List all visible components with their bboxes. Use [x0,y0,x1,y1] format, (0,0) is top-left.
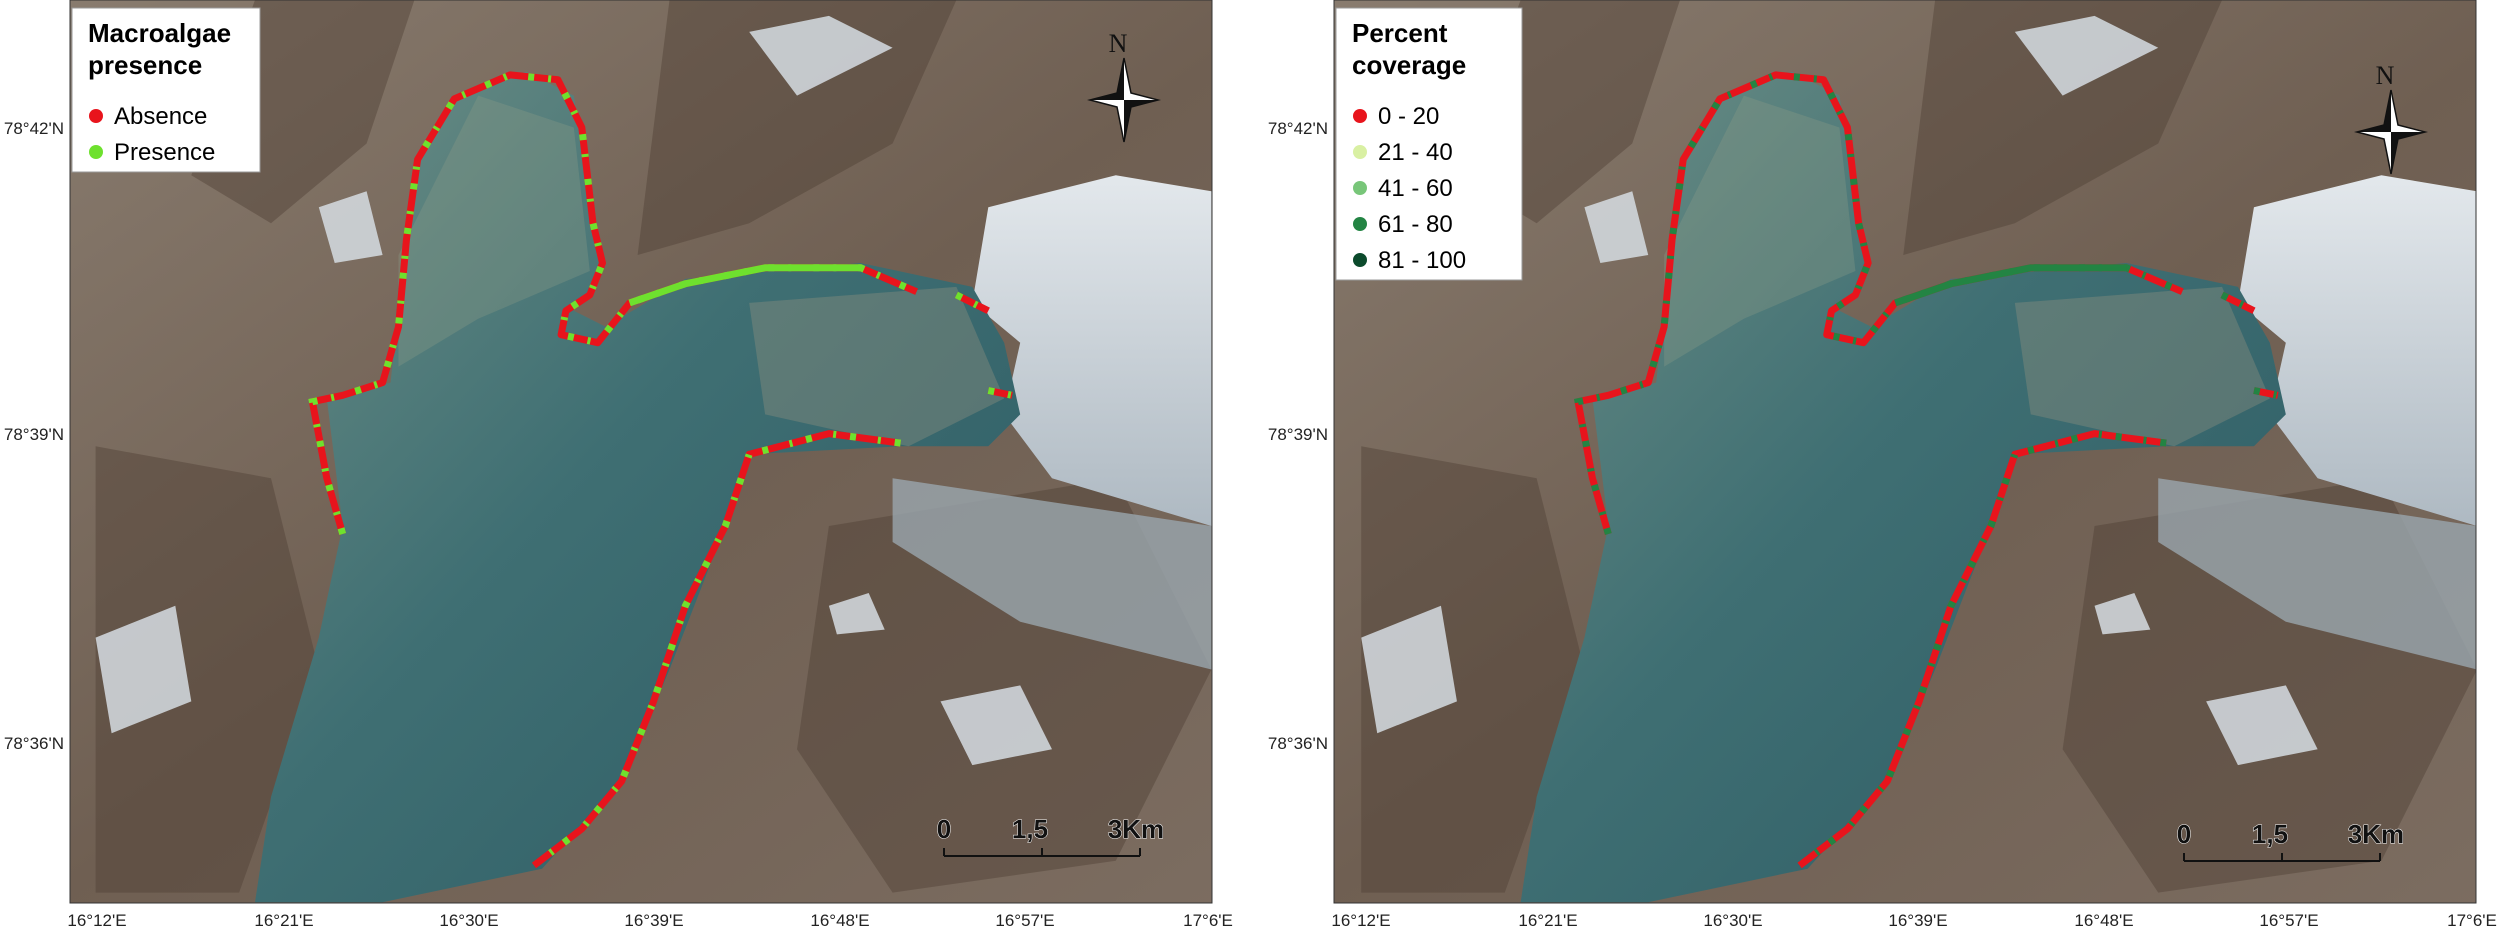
legend-label: Presence [114,139,215,166]
legend-label: 0 - 20 [1378,103,1439,130]
legend-label: 41 - 60 [1378,175,1453,202]
glacier-tongue [892,478,1212,670]
longitude-label: 16°57'E [995,911,1054,930]
legend-title: Macroalgae [88,18,231,48]
scale-label: 1,5 [1012,814,1048,844]
map-imagery [70,0,1212,903]
latitude-label: 78°36'N [1268,734,1328,753]
arrow-shade [2357,90,2425,174]
scale-label: 3Km [1108,814,1164,844]
north-label: N [1109,29,1128,58]
scale-label: 3Km [2348,819,2404,849]
map-content [70,0,1212,903]
longitude-label: 16°48'E [2074,911,2133,930]
legend-swatch [1353,217,1367,231]
map-frame [1333,0,2477,904]
scale-bar: 0 1,5 3Km [2176,819,2405,862]
legend-title: presence [88,50,202,80]
coastline-segments [1797,430,2167,869]
longitude-label: 16°21'E [254,911,313,930]
scale-label: 0 [2177,819,2191,849]
map-content [1334,0,2476,903]
legend-label: 61 - 80 [1378,211,1453,238]
longitude-label: 16°39'E [624,911,683,930]
longitude-label: 16°30'E [439,911,498,930]
scale-label: 0 [937,814,951,844]
legend-swatch [1353,109,1367,123]
snow [95,605,192,734]
latitude-label: 78°42'N [4,119,64,138]
mountain [1361,446,1585,893]
coastline-segments [531,430,902,869]
longitude-label: 16°39'E [1888,911,1947,930]
map-panel: 78°42'N 78°39'N 78°36'N 16°12'E 16°21'E 16°30… [1268,0,2497,930]
snow [318,191,383,263]
longitude-label: 17°6'E [2447,911,2497,930]
snow [2094,593,2151,635]
legend-swatch [1353,145,1367,159]
north-label: N [2376,61,2395,90]
legend-box [71,7,261,173]
scale-bar: 0 1,5 3Km [936,814,1165,857]
legend-label: Absence [114,103,207,130]
mountain [1903,0,2223,255]
legend-title: coverage [1352,50,1466,80]
sediment-plume [749,286,1005,447]
longitude-label: 16°30'E [1703,911,1762,930]
arrow-shade [1090,58,1158,142]
mountain [637,0,957,255]
sediment-plume [1664,95,1856,367]
legend-swatch [89,109,103,123]
longitude-label: 16°12'E [67,911,126,930]
legend-label: 81 - 100 [1378,247,1466,274]
legend-box [1335,7,1523,281]
coastline-segments [954,291,990,314]
snow [749,15,893,96]
coastline-segments [2220,291,2256,314]
snow [1361,605,1457,734]
glacier-tongue [2158,478,2476,670]
longitude-label: 16°57'E [2259,911,2318,930]
fjord-water [1520,71,2286,903]
latitude-label: 78°39'N [1268,425,1328,444]
longitude-label: 17°6'E [1183,911,1233,930]
coastline-segments [987,387,1013,399]
coastline-segments [1894,264,2127,307]
longitude-label: 16°48'E [810,911,869,930]
latitude-label: 78°39'N [4,425,64,444]
legend-swatch [89,145,103,159]
map-panel: 78°42'N 78°39'N 78°36'N 16°12'E 16°21'E 16°30… [4,0,1233,930]
longitude-label: 16°12'E [1331,911,1390,930]
legend-label: 21 - 40 [1378,139,1453,166]
snow [828,593,885,635]
snow [2014,15,2159,96]
snow [2206,685,2318,766]
sediment-plume [398,95,590,367]
fjord-water [255,71,1021,903]
coastline-segments [628,264,861,307]
scale-label: 1,5 [2252,819,2288,849]
map-frame [69,0,1213,904]
legend-swatch [1353,181,1367,195]
latitude-label: 78°42'N [1268,119,1328,138]
legend-title: Percent [1352,18,1448,48]
sediment-plume [2014,286,2270,447]
snow [1584,191,1649,263]
mountain [95,446,319,893]
snow [940,685,1052,766]
glacier [972,175,1212,527]
coastline-segments [2253,387,2279,399]
north-arrow: N [1087,29,1161,143]
north-arrow: N [2354,61,2428,175]
map-imagery [1334,0,2476,903]
legend-swatch [1353,253,1367,267]
longitude-label: 16°21'E [1518,911,1577,930]
latitude-label: 78°36'N [4,734,64,753]
glacier [2237,175,2476,526]
